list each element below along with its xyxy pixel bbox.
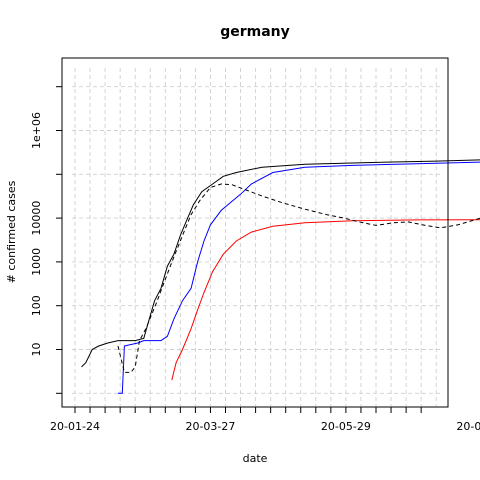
series-group	[81, 159, 480, 394]
grid	[72, 68, 442, 406]
chart-title: germany	[220, 24, 290, 40]
x-tick-label: 20-03-27	[185, 420, 235, 433]
y-axis-label: # confirmed cases	[5, 180, 18, 283]
series-line-1	[81, 159, 480, 368]
x-tick-label: 20-01-24	[50, 420, 100, 433]
y-tick-label: 10	[30, 343, 43, 357]
series-line-4	[117, 183, 480, 373]
x-axis-label: date	[243, 452, 268, 465]
y-tick-label: 1000	[30, 248, 43, 276]
series-line-3	[171, 219, 480, 381]
y-tick-label: 1e+06	[30, 112, 43, 149]
x-axis: 20-01-2420-03-2720-05-2920-07-3120-10-02…	[50, 406, 480, 433]
y-axis: 10 100 1000 10000 1e+06	[30, 86, 63, 394]
x-tick-label: 20-07-31	[456, 420, 480, 433]
y-tick-label: 100	[30, 295, 43, 316]
y-tick-label: 10000	[30, 201, 43, 236]
x-tick-label: 20-05-29	[321, 420, 371, 433]
series-line-2	[118, 161, 480, 394]
